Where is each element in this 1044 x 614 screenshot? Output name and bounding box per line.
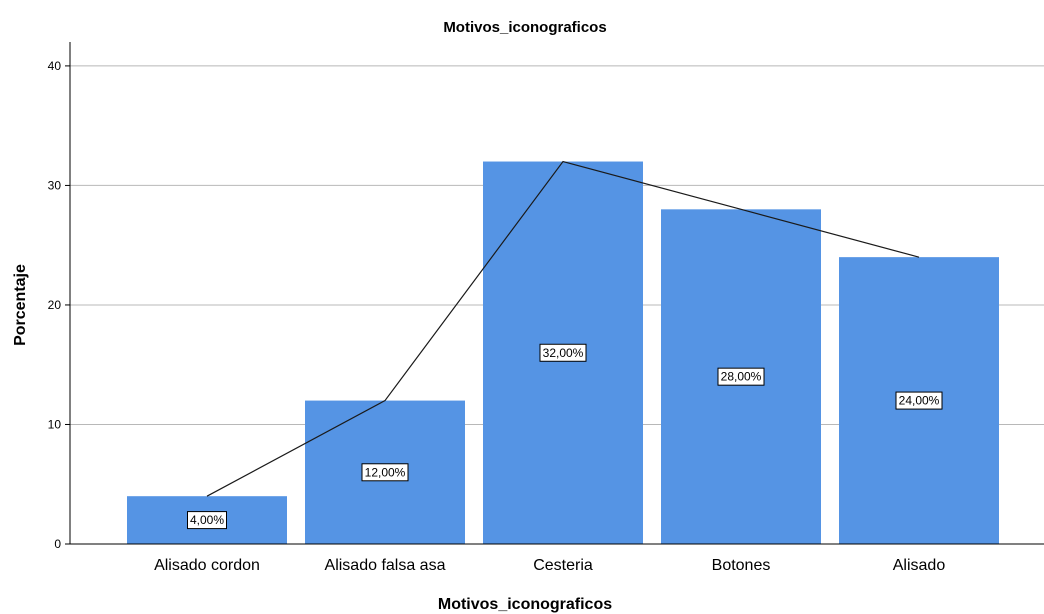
data-label: 24,00% — [899, 394, 940, 408]
data-label-box — [717, 367, 765, 386]
chart-title: Motivos_iconograficos — [443, 19, 606, 36]
x-tick-label: Alisado — [893, 557, 946, 574]
x-axis-title: Motivos_iconograficos — [438, 596, 612, 613]
trend-line-group — [206, 160, 920, 497]
data-label-box — [895, 391, 943, 410]
y-tick-label: 40 — [48, 59, 62, 73]
y-tick-label: 0 — [54, 537, 61, 551]
x-tick-label: Alisado falsa asa — [325, 557, 446, 574]
data-label-box — [187, 511, 227, 530]
data-label: 28,00% — [721, 370, 762, 384]
x-tick-label: Cesteria — [533, 557, 593, 574]
data-label: 32,00% — [543, 346, 584, 360]
y-tick-label: 30 — [48, 178, 62, 192]
y-tick-label: 20 — [48, 298, 62, 312]
data-label: 12,00% — [365, 465, 406, 479]
x-tick-label: Alisado cordon — [154, 557, 260, 574]
data-label-box — [361, 463, 409, 482]
x-tick-label: Botones — [712, 557, 771, 574]
y-tick-label: 10 — [48, 417, 62, 431]
trend-line — [206, 160, 920, 497]
data-labels: 4,00% 12,00% 32,00% 28,00% 24,00% — [187, 343, 943, 530]
axes: 0 10 20 30 40 Alisado cordon Alisado falsa asa… — [48, 42, 1044, 574]
data-label-box — [539, 343, 587, 362]
y-axis-title: Porcentaje — [12, 264, 29, 346]
data-label: 4,00% — [190, 513, 224, 527]
